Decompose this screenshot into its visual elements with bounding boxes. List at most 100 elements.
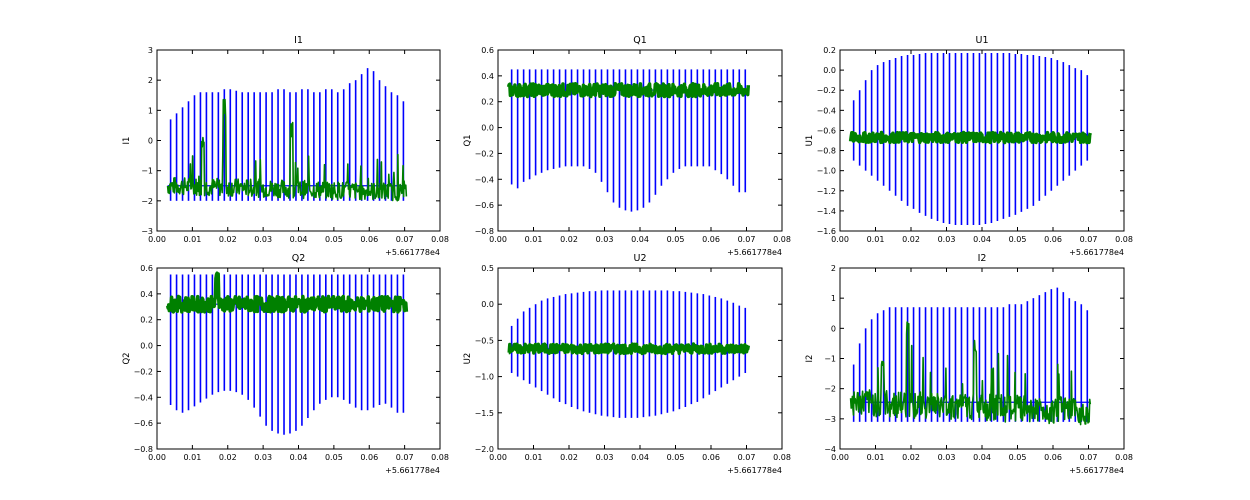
y-tick-label: 0.5: [481, 264, 494, 273]
x-tick-label: 0.05: [325, 235, 343, 244]
y-tick-label: −3: [824, 415, 836, 424]
x-tick-label: 0.04: [631, 235, 649, 244]
y-tick-label: −0.6: [817, 126, 836, 135]
x-tick-label: 0.07: [738, 235, 756, 244]
y-tick-label: 1: [831, 294, 836, 303]
series-green-line: [507, 342, 751, 356]
y-tick-label: −0.8: [134, 445, 153, 454]
x-tick-label: 0.00: [148, 235, 166, 244]
subplot-title: I2: [978, 253, 987, 264]
plot-area: [166, 68, 408, 202]
y-tick-label: 0.6: [481, 46, 494, 55]
y-axis-label: Q1: [463, 134, 473, 146]
x-tick-label: 0.08: [773, 453, 791, 462]
x-tick-label: 0.04: [631, 453, 649, 462]
plot-area: [165, 271, 409, 435]
y-tick-label: −1.2: [817, 187, 836, 196]
y-tick-label: 0.4: [481, 72, 494, 81]
y-tick-label: 0.2: [823, 46, 836, 55]
x-tick-label: 0.02: [560, 235, 578, 244]
y-tick-label: 0.4: [140, 290, 153, 299]
y-tick-label: 2: [831, 264, 836, 273]
y-tick-label: −2: [824, 385, 836, 394]
plot-area: [849, 287, 1092, 426]
x-offset-label: +5.661778e4: [1069, 248, 1124, 257]
x-tick-label: 0.05: [667, 453, 685, 462]
x-tick-label: 0.05: [667, 235, 685, 244]
subplot-title: U2: [634, 253, 647, 264]
y-tick-label: −0.2: [134, 367, 153, 376]
x-tick-label: 0.01: [867, 235, 885, 244]
x-tick-label: 0.01: [183, 235, 201, 244]
subplot-i2: 0.00 0.01 0.02 0.03 0.04 0.05 0.06 0.07 0.08 2 1 0 −…: [805, 253, 1133, 475]
x-tick-label: 0.00: [489, 235, 507, 244]
plot-area: [848, 53, 1092, 225]
y-tick-label: −0.2: [475, 149, 494, 158]
x-tick-label: 0.06: [360, 235, 378, 244]
x-offset-label: +5.661778e4: [727, 466, 782, 475]
subplot-title: Q1: [633, 35, 647, 46]
y-tick-label: −1.6: [817, 227, 836, 236]
x-tick-label: 0.06: [1044, 235, 1062, 244]
subplot-q2: 0.00 0.01 0.02 0.03 0.04 0.05 0.06 0.07 0.08 0.6 0…: [122, 253, 449, 475]
x-tick-label: 0.05: [1009, 453, 1027, 462]
x-tick-label: 0.08: [431, 235, 449, 244]
series-green-line: [166, 98, 408, 202]
x-offset-label: +5.661778e4: [385, 248, 440, 257]
x-tick-label: 0.06: [360, 453, 378, 462]
x-tick-label: 0.07: [396, 235, 414, 244]
x-tick-label: 0.03: [938, 453, 956, 462]
y-tick-label: 0.2: [140, 316, 153, 325]
subplot-q1: 0.00 0.01 0.02 0.03 0.04 0.05 0.06 0.07 0.08 0.6 0…: [463, 35, 791, 257]
y-tick-label: 0: [831, 324, 836, 333]
y-axis-label: Q2: [122, 352, 132, 364]
x-offset-label: +5.661778e4: [1069, 466, 1124, 475]
x-tick-label: 0.01: [183, 453, 201, 462]
x-tick-label: 0.08: [431, 453, 449, 462]
y-tick-label: 0.0: [481, 300, 494, 309]
y-tick-label: −4: [824, 445, 836, 454]
y-tick-label: 0.0: [481, 124, 494, 133]
x-tick-label: 0.02: [902, 235, 920, 244]
y-tick-label: 0.0: [823, 66, 836, 75]
series-green-line: [849, 321, 1092, 426]
y-tick-label: 3: [148, 46, 153, 55]
y-axis-label: I1: [122, 137, 132, 145]
plot-area: [506, 69, 751, 212]
x-tick-label: 0.08: [1115, 235, 1133, 244]
x-tick-label: 0.00: [489, 453, 507, 462]
y-tick-label: −1.0: [817, 167, 836, 176]
x-tick-label: 0.03: [938, 235, 956, 244]
x-tick-label: 0.07: [738, 453, 756, 462]
y-tick-label: −1.4: [817, 207, 836, 216]
x-tick-label: 0.00: [831, 453, 849, 462]
series-green-line: [848, 130, 1092, 145]
y-tick-label: −2.0: [475, 445, 494, 454]
x-tick-label: 0.02: [902, 453, 920, 462]
x-tick-label: 0.00: [831, 235, 849, 244]
y-tick-label: 2: [148, 76, 153, 85]
y-axis-label: U2: [463, 353, 473, 365]
y-axis-label: I2: [805, 355, 815, 363]
x-tick-label: 0.06: [1044, 453, 1062, 462]
x-offset-label: +5.661778e4: [727, 248, 782, 257]
y-tick-label: 0.0: [140, 342, 153, 351]
y-tick-label: −0.6: [134, 419, 153, 428]
x-tick-label: 0.04: [290, 235, 308, 244]
x-tick-label: 0.03: [596, 453, 614, 462]
x-offset-label: +5.661778e4: [385, 466, 440, 475]
y-tick-label: −3: [141, 227, 153, 236]
y-tick-label: −0.2: [817, 86, 836, 95]
subplot-i1: 0.00 0.01 0.02 0.03 0.04 0.05 0.06 0.07 0.08 3 2 1 0…: [122, 35, 449, 257]
x-tick-label: 0.05: [325, 453, 343, 462]
x-tick-label: 0.02: [219, 235, 237, 244]
x-tick-label: 0.02: [219, 453, 237, 462]
y-tick-label: −0.8: [817, 147, 836, 156]
y-tick-label: −2: [141, 197, 153, 206]
y-tick-label: −0.5: [475, 336, 494, 345]
x-tick-label: 0.01: [525, 235, 543, 244]
x-tick-label: 0.06: [702, 453, 720, 462]
y-tick-label: 0.2: [481, 98, 494, 107]
y-tick-label: −0.6: [475, 201, 494, 210]
